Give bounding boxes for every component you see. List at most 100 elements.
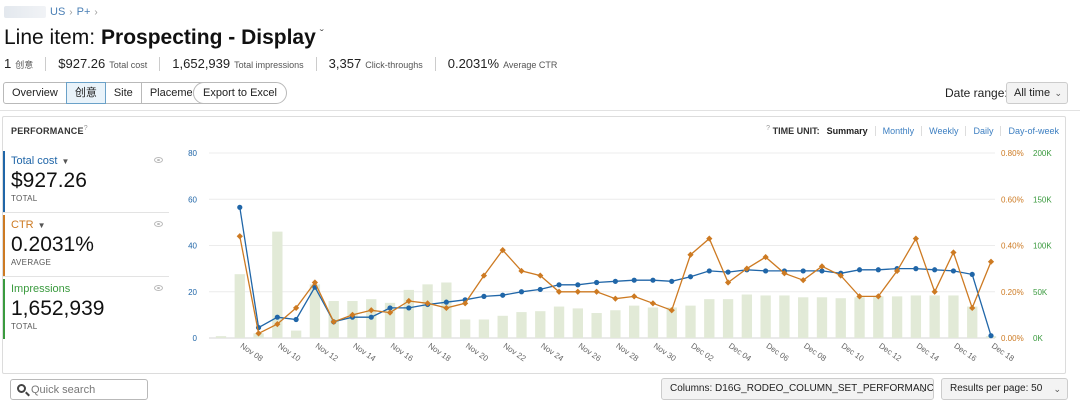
time-unit-selector: ? TIME UNIT: Summary Monthly Weekly Dail… [766,125,1059,136]
y-left-tick-label: 80 [188,149,197,158]
ctr-point [612,295,619,302]
time-unit-daily[interactable]: Daily [965,125,1000,136]
impressions-bar [666,307,677,338]
ctr-point [781,270,788,277]
breadcrumb-item-us[interactable]: US [50,6,66,18]
impressions-bar [384,302,396,338]
time-unit-monthly[interactable]: Monthly [874,125,922,136]
metric-label[interactable]: Impressions [11,283,169,295]
total-cost-point [969,271,975,278]
tab-creatives[interactable]: 创意 [65,82,106,104]
x-tick-label: Nov 24 [539,341,565,363]
chevron-down-icon[interactable]: ˇ [319,27,324,41]
x-tick-label: Dec 16 [952,341,978,363]
breadcrumb-item-pplus[interactable]: P+ [76,6,91,18]
ctr-point [574,288,581,295]
chevron-down-icon: ⌄ [1054,88,1062,98]
divider [434,56,436,71]
metric-sub: AVERAGE [11,258,52,267]
columns-label: Columns: [670,383,713,394]
eye-icon[interactable] [154,221,163,227]
x-tick-label: Dec 02 [689,341,715,363]
impressions-bar [459,319,471,338]
ctr-point [931,288,938,295]
columns-select[interactable]: Columns: D16G_RODEO_COLUMN_SET_PERFORMAN… [661,378,934,400]
performance-chart[interactable]: 0 20 40 60 80 0.00% 0.20% 0.40% 0.60% 0.80% 0K 50K 1… [3,117,1067,375]
metric-label-text: CTR [11,219,34,231]
total-cost-point [913,266,919,272]
x-tick-label: Nov 20 [464,341,490,363]
breadcrumb: US › P+ › [4,6,98,18]
total-cost-point [443,299,449,305]
time-unit-day-of-week[interactable]: Day-of-week [1000,125,1059,136]
impressions-bar [629,305,640,338]
x-tick-label: Nov 18 [426,341,452,363]
total-cost-point [274,314,280,320]
impressions-bar [647,307,659,338]
impressions-bar [403,289,414,338]
export-to-excel-button[interactable]: Export to Excel [193,82,287,104]
y-left-tick-label: 20 [188,288,197,297]
stat-value: 1 [4,56,12,71]
date-range-select[interactable]: All time ⌄ [1006,82,1068,104]
tab-overview[interactable]: Overview [3,82,67,104]
metric-value: 1,652,939 [11,297,105,320]
page-title: Line item: Prospecting - Display ˇ [4,26,324,50]
impressions-bar [948,295,959,338]
quick-search[interactable] [10,379,148,400]
chevron-down-icon: ▼ [37,220,46,230]
total-cost-point [575,282,581,288]
x-tick-label: Nov 08 [239,341,265,363]
ctr-point [631,293,638,300]
date-range-label: Date range: [945,86,1008,100]
total-cost-point [537,286,543,293]
y-left-tick-label: 0 [193,334,198,343]
x-tick-label: Nov 26 [577,341,603,363]
total-cost-point [500,292,506,298]
time-unit-weekly[interactable]: Weekly [921,125,965,136]
stat-label: 创意 [15,60,34,70]
total-cost-point [669,278,675,284]
impressions-bar [798,297,809,338]
y-right-ctr-tick-label: 0.80% [1001,149,1024,158]
total-cost-point [800,268,806,274]
y-right-impressions-tick-label: 50K [1033,288,1048,297]
results-per-page-select[interactable]: Results per page: 50 ⌄ [941,378,1068,400]
metric-ctr[interactable]: CTR ▼ 0.2031% AVERAGE [3,215,169,277]
impressions-bar [873,296,884,338]
stat-average-ctr: 0.2031% Average CTR [448,56,558,71]
stat-value: 3,357 [328,56,362,71]
metric-label[interactable]: Total cost ▼ [11,155,169,167]
metric-value: $927.26 [11,169,87,192]
ctr-point [593,288,600,295]
time-unit-summary[interactable]: Summary [826,125,868,136]
y-right-impressions-tick-label: 0K [1033,334,1043,343]
divider [45,56,47,71]
metric-color-bar [3,151,5,212]
view-tabs: Overview 创意 Site Placement [3,82,211,104]
divider [159,56,161,71]
stat-label: Click-throughs [365,60,423,70]
metric-label[interactable]: CTR ▼ [11,219,169,231]
info-icon[interactable]: ? [83,125,88,132]
tab-site[interactable]: Site [104,82,142,104]
metric-impressions[interactable]: Impressions 1,652,939 TOTAL [3,279,169,339]
search-input[interactable] [31,382,143,397]
eye-icon[interactable] [154,157,163,163]
impressions-bar [929,295,940,338]
total-cost-point [594,279,600,286]
impressions-bar [835,298,846,338]
impressions-bar [779,295,790,338]
y-right-impressions-tick-label: 200K [1033,149,1052,158]
divider [0,110,1080,111]
total-cost-point [368,314,374,320]
metric-total-cost[interactable]: Total cost ▼ $927.26 TOTAL [3,151,169,213]
impressions-bar [422,284,433,338]
results-per-page-label: Results per page: [950,383,1029,394]
y-right-ctr-tick-label: 0.00% [1001,334,1024,343]
account-name-blurred[interactable] [4,6,46,18]
x-tick-label: Dec 14 [915,341,941,363]
stat-value: 1,652,939 [172,56,231,71]
eye-icon[interactable] [154,285,163,291]
info-icon[interactable]: ? [766,125,771,132]
